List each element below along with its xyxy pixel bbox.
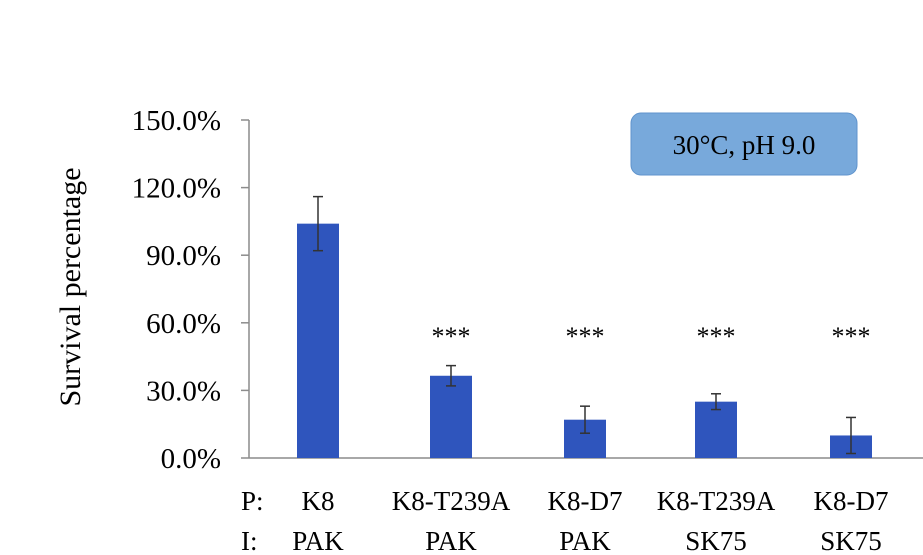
y-tick-label: 150.0% bbox=[132, 105, 221, 137]
row-label-i: I: bbox=[241, 526, 258, 555]
significance-label: *** bbox=[832, 322, 871, 351]
bars: *** *** *** *** bbox=[297, 195, 872, 458]
x-label-p: K8-T239A bbox=[657, 486, 776, 516]
x-label-p: K8-T239A bbox=[392, 486, 511, 516]
x-axis-labels: P: I: K8 PAK K8-T239A PAK K8-D7 PAK K8-T239A SK75… bbox=[241, 486, 889, 555]
x-label-i: PAK bbox=[425, 526, 477, 555]
x-label-i: PAK bbox=[292, 526, 344, 555]
condition-badge: 30°C, pH 9.0 bbox=[630, 112, 858, 176]
x-label-i: SK75 bbox=[820, 526, 882, 555]
y-tick-label: 0.0% bbox=[161, 443, 221, 475]
bar bbox=[695, 401, 737, 458]
y-tick-label: 120.0% bbox=[132, 173, 221, 205]
y-axis-ticks: 0.0% 30.0% 60.0% 90.0% 120.0% 150.0% bbox=[132, 105, 249, 475]
x-label-p: K8 bbox=[302, 486, 335, 516]
condition-badge-text: 30°C, pH 9.0 bbox=[673, 130, 816, 160]
y-tick-label: 60.0% bbox=[146, 308, 221, 340]
y-tick-label: 90.0% bbox=[146, 240, 221, 272]
significance-label: *** bbox=[566, 322, 605, 351]
row-label-p: P: bbox=[241, 486, 264, 516]
x-label-i: PAK bbox=[559, 526, 611, 555]
significance-label: *** bbox=[432, 322, 471, 351]
significance-label: *** bbox=[697, 322, 736, 351]
x-label-p: K8-D7 bbox=[548, 486, 623, 516]
y-tick-label: 30.0% bbox=[146, 375, 221, 407]
bar bbox=[430, 375, 472, 458]
y-axis-title: Survival percentage bbox=[54, 167, 87, 406]
x-label-p: K8-D7 bbox=[814, 486, 889, 516]
condition-badge-box bbox=[630, 112, 858, 176]
x-label-i: SK75 bbox=[685, 526, 747, 555]
bar bbox=[297, 223, 339, 458]
